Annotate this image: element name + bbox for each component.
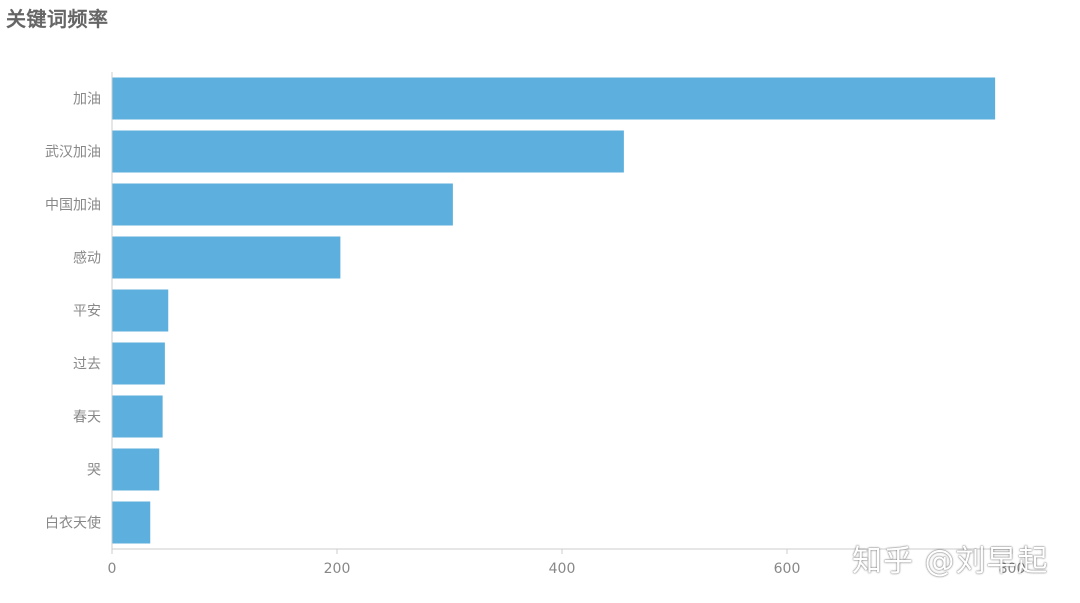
x-tick-label: 800	[999, 561, 1026, 577]
y-tick-label: 加油	[73, 92, 101, 108]
x-tick-label: 200	[324, 561, 351, 577]
x-tick-label: 600	[774, 561, 801, 577]
x-tick-label: 400	[549, 561, 576, 577]
x-axis-ticks: 0 200 400 600 800	[108, 549, 1026, 577]
y-tick-label: 哭	[87, 463, 101, 479]
y-tick-label: 武汉加油	[45, 145, 101, 161]
y-tick-label: 春天	[73, 410, 101, 426]
bar-0	[112, 77, 996, 120]
bar-6	[112, 395, 163, 438]
x-tick-label: 0	[108, 561, 117, 577]
bar-5	[112, 342, 165, 385]
y-tick-label: 过去	[73, 357, 101, 373]
watermark: 知乎 @刘早起	[852, 544, 1049, 579]
bars-group	[112, 77, 996, 544]
y-tick-label: 平安	[73, 304, 101, 320]
bar-8	[112, 501, 151, 544]
bar-7	[112, 448, 160, 491]
bar-4	[112, 289, 169, 332]
bar-1	[112, 130, 624, 173]
y-tick-label: 感动	[73, 250, 101, 267]
bar-3	[112, 236, 341, 279]
y-tick-label: 中国加油	[45, 198, 101, 214]
y-tick-label: 白衣天使	[45, 515, 101, 532]
bar-2	[112, 183, 453, 226]
chart-title: 关键词频率	[6, 7, 109, 31]
